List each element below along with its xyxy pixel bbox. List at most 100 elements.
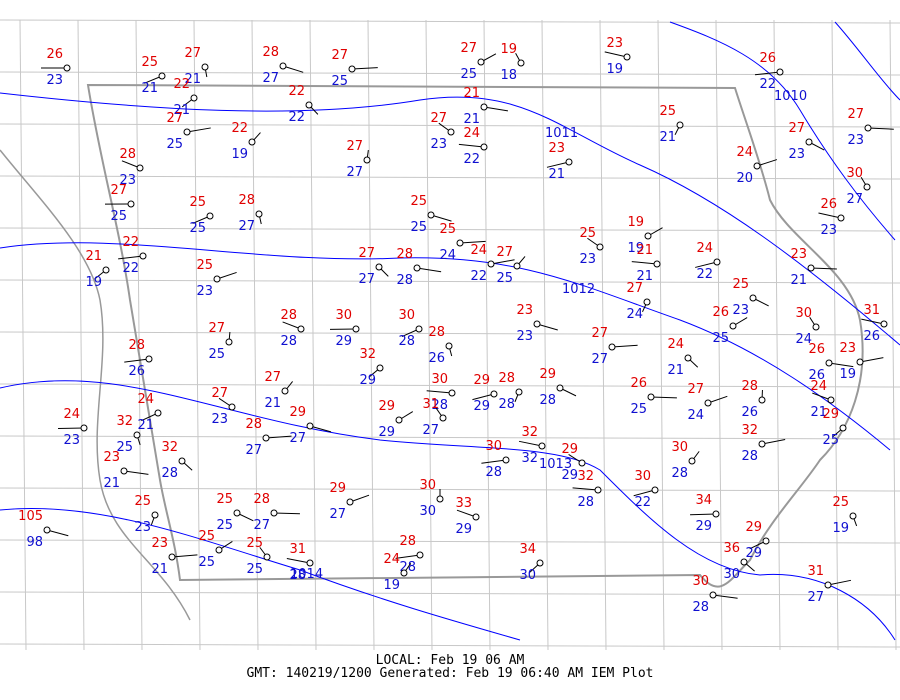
station-marker xyxy=(688,457,696,465)
station-marker xyxy=(145,355,153,363)
temperature: 26 xyxy=(808,342,825,357)
dewpoint: 21 xyxy=(659,130,676,145)
dewpoint: 27 xyxy=(358,272,375,287)
dewpoint: 26 xyxy=(428,351,445,366)
temperature: 34 xyxy=(695,493,712,508)
station-marker xyxy=(447,128,455,136)
wind-barb xyxy=(458,143,485,148)
temperature: 32 xyxy=(521,425,538,440)
temperature: 23 xyxy=(548,141,565,156)
dewpoint: 26 xyxy=(863,329,880,344)
dewpoint: 27 xyxy=(262,71,279,86)
station-marker xyxy=(151,511,159,519)
dewpoint: 19 xyxy=(839,367,856,382)
dewpoint: 26 xyxy=(741,405,758,420)
dewpoint: 25 xyxy=(110,209,127,224)
wind-barb xyxy=(171,554,198,558)
temperature: 32 xyxy=(161,440,178,455)
dewpoint: 23 xyxy=(119,173,136,188)
station-marker xyxy=(647,393,655,401)
station-marker xyxy=(190,94,198,102)
temperature: 27 xyxy=(496,245,513,260)
dewpoint: 21 xyxy=(790,273,807,288)
temperature: 29 xyxy=(745,520,762,535)
wind-barb xyxy=(282,65,304,73)
dewpoint: 27 xyxy=(591,352,608,367)
station-marker xyxy=(225,338,233,346)
wind-barb xyxy=(426,390,453,394)
station-marker xyxy=(623,53,631,61)
temperature: 28 xyxy=(128,338,145,353)
dewpoint: 25 xyxy=(630,402,647,417)
dewpoint: 23 xyxy=(196,284,213,299)
station-marker xyxy=(704,399,712,407)
temperature: 24 xyxy=(810,379,827,394)
wind-barb xyxy=(46,529,69,537)
station-marker xyxy=(684,354,692,362)
station-marker xyxy=(812,323,820,331)
county-line xyxy=(0,279,900,284)
dewpoint: 28 xyxy=(398,334,415,349)
station-marker xyxy=(213,275,221,283)
dewpoint: 25 xyxy=(496,271,513,286)
temperature: 31 xyxy=(863,303,880,318)
temperature: 105 xyxy=(18,509,43,524)
dewpoint: 18 xyxy=(500,68,517,83)
dewpoint: 25 xyxy=(198,555,215,570)
county-line xyxy=(599,19,607,651)
station-marker xyxy=(154,409,162,417)
dewpoint: 22 xyxy=(634,495,651,510)
temperature: 29 xyxy=(539,367,556,382)
temperature: 32 xyxy=(741,423,758,438)
county-line xyxy=(0,175,900,180)
station-marker xyxy=(651,486,659,494)
temperature: 30 xyxy=(671,440,688,455)
wind-barb xyxy=(633,489,656,497)
temperature: 27 xyxy=(430,111,447,126)
isobar-label: 1013 xyxy=(539,457,572,472)
station-marker xyxy=(168,553,176,561)
station-marker xyxy=(215,546,223,554)
temperature: 25 xyxy=(141,55,158,70)
station-marker xyxy=(120,467,128,475)
temperature: 27 xyxy=(358,246,375,261)
county-line xyxy=(0,487,900,492)
station-marker xyxy=(352,325,360,333)
temperature: 25 xyxy=(198,529,215,544)
station-marker xyxy=(183,128,191,136)
wind-barb xyxy=(58,427,85,430)
temperature: 26 xyxy=(820,197,837,212)
dewpoint: 25 xyxy=(410,220,427,235)
dewpoint: 29 xyxy=(359,373,376,388)
station-marker xyxy=(490,390,498,398)
station-marker xyxy=(709,591,717,599)
temperature: 25 xyxy=(579,226,596,241)
station-marker xyxy=(400,569,408,577)
station-marker xyxy=(477,58,485,66)
dewpoint: 21 xyxy=(141,81,158,96)
dewpoint: 23 xyxy=(211,412,228,427)
isobar xyxy=(834,21,900,101)
wind-barb xyxy=(395,554,421,559)
isobar-label: 1011 xyxy=(545,126,578,141)
temperature: 30 xyxy=(398,308,415,323)
county-line xyxy=(715,19,723,651)
temperature: 28 xyxy=(280,308,297,323)
station-marker xyxy=(306,559,314,567)
temperature: 27 xyxy=(264,370,281,385)
station-marker xyxy=(472,513,480,521)
county-line xyxy=(541,19,549,651)
dewpoint: 29 xyxy=(473,399,490,414)
dewpoint: 21 xyxy=(810,405,827,420)
isobar-label: 1014 xyxy=(290,567,323,582)
dewpoint: 19 xyxy=(383,578,400,593)
temperature: 29 xyxy=(289,405,306,420)
dewpoint: 25 xyxy=(246,562,263,577)
station-marker xyxy=(565,158,573,166)
station-marker xyxy=(758,396,766,404)
temperature: 22 xyxy=(173,77,190,92)
dewpoint: 27 xyxy=(346,165,363,180)
station-marker xyxy=(348,65,356,73)
dewpoint: 28 xyxy=(485,465,502,480)
wind-barb xyxy=(273,512,300,515)
